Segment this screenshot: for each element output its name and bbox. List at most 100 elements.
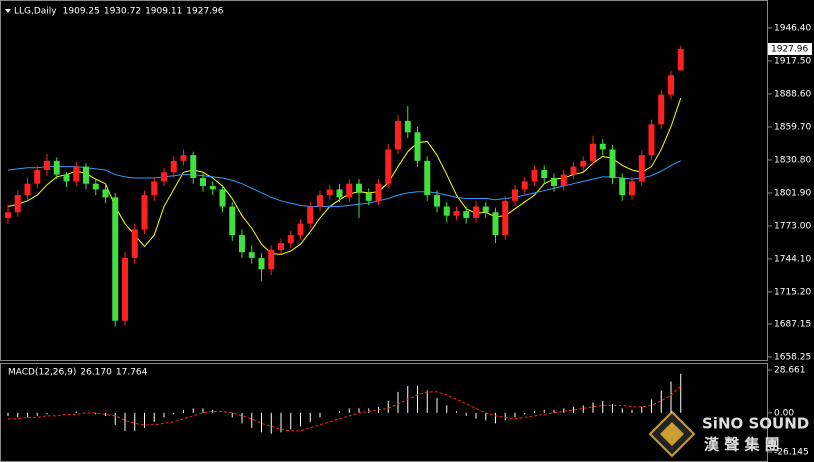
menu-arrow — [5, 9, 11, 13]
candle-body — [414, 132, 421, 161]
y-tick-label: 1830.80 — [774, 155, 811, 165]
y-tick-label: 1687.15 — [774, 319, 811, 329]
candle-body — [307, 206, 314, 224]
candle-body — [482, 206, 489, 213]
candle-body — [239, 235, 245, 253]
candle-body — [541, 169, 548, 178]
ohlc-value: 1927.96 — [186, 7, 223, 17]
candle-body — [648, 124, 655, 156]
watermark: SiNO SOUND 漢 聲 集 團 — [648, 410, 809, 458]
candle-body — [112, 197, 119, 321]
candle-body — [83, 166, 89, 184]
candle-body — [258, 257, 265, 270]
candle-body — [434, 195, 440, 207]
candle-body — [200, 177, 206, 186]
candle-body — [73, 166, 80, 182]
candle-body — [492, 212, 499, 236]
candle-body — [161, 172, 167, 182]
candle-body — [580, 160, 587, 167]
candle-body — [424, 160, 431, 196]
candle-body — [375, 183, 382, 201]
price-label: 1927.96 — [771, 45, 808, 55]
y-tick-label: 1773.00 — [774, 221, 811, 231]
candle-body — [658, 94, 665, 125]
candle-body — [395, 120, 401, 150]
y-tick-label: 1888.60 — [774, 89, 811, 99]
candle-body — [356, 183, 362, 193]
macd-value: 26.170 — [80, 368, 112, 378]
watermark-subtitle: 漢 聲 集 團 — [704, 436, 780, 454]
candle-body — [512, 189, 518, 201]
candle-body — [443, 206, 450, 216]
candle-body — [209, 185, 216, 190]
y-tick-label: 1744.10 — [774, 254, 811, 264]
candle-body — [122, 257, 128, 321]
candle-body — [638, 155, 645, 182]
candle-body — [560, 174, 567, 186]
candle-body — [629, 181, 635, 196]
candle-body — [502, 200, 509, 236]
candle-body — [453, 211, 460, 216]
macd-signal — [8, 385, 682, 432]
ohlc-value: 1930.72 — [104, 7, 141, 17]
candle-body — [44, 160, 50, 170]
macd-frame — [0, 363, 768, 462]
candle-body — [385, 149, 392, 184]
candle-body — [609, 149, 616, 178]
candle-body — [180, 155, 187, 161]
candle-body — [317, 195, 323, 207]
candle-body — [287, 235, 294, 244]
candle-body — [170, 160, 177, 173]
candle-body — [131, 229, 138, 258]
candle-body — [668, 75, 674, 95]
ohlc-value: 1909.11 — [145, 7, 182, 17]
y-tick-label: 1946.40 — [774, 23, 811, 33]
moving-average — [7, 160, 681, 208]
candle-body — [297, 223, 304, 236]
candle-body — [326, 189, 333, 196]
candle-body — [92, 183, 99, 190]
candle-body — [14, 195, 21, 213]
candle-body — [24, 183, 31, 196]
candle-body — [551, 177, 557, 186]
y-tick-label: 1715.20 — [774, 287, 811, 297]
macd-tick-label: -26.145 — [774, 447, 809, 457]
candle-body — [336, 189, 343, 198]
candle-body — [404, 120, 411, 133]
candle-body — [151, 181, 158, 196]
macd-tick-label: 28.661 — [774, 365, 806, 375]
ohlc-value: 1909.25 — [63, 7, 100, 17]
main-frame — [0, 0, 768, 361]
candle-body — [365, 192, 372, 201]
candle-body — [34, 169, 41, 184]
candle-body — [599, 143, 606, 150]
candle-body — [102, 189, 109, 198]
candle-body — [473, 206, 479, 218]
macd-signal-value: 17.764 — [116, 368, 148, 378]
moving-average — [7, 97, 682, 256]
candle-body — [346, 183, 353, 198]
candle-body — [268, 249, 275, 270]
watermark-title: SiNO SOUND — [702, 415, 809, 433]
candle-body — [219, 189, 226, 207]
candle-body — [141, 195, 148, 230]
candle-body — [229, 206, 236, 236]
candle-body — [190, 155, 197, 178]
candle-body — [53, 160, 60, 175]
candle-body — [677, 49, 684, 71]
candle-body — [278, 243, 284, 250]
candle-body — [619, 177, 626, 196]
macd-name: MACD(12,26,9) — [8, 368, 76, 378]
macd-tick-label: 0.00 — [774, 408, 794, 418]
candle-body — [5, 212, 11, 218]
y-tick-label: 1917.50 — [774, 56, 811, 66]
candle-body — [248, 252, 255, 258]
y-tick-label: 1801.90 — [774, 188, 811, 198]
symbol-label: LLG,Daily — [14, 7, 57, 17]
y-tick-label: 1859.70 — [774, 122, 811, 132]
candle-body — [463, 211, 470, 218]
price-box — [768, 43, 812, 56]
logo-core — [660, 422, 684, 446]
y-tick-label: 1658.25 — [774, 352, 811, 362]
